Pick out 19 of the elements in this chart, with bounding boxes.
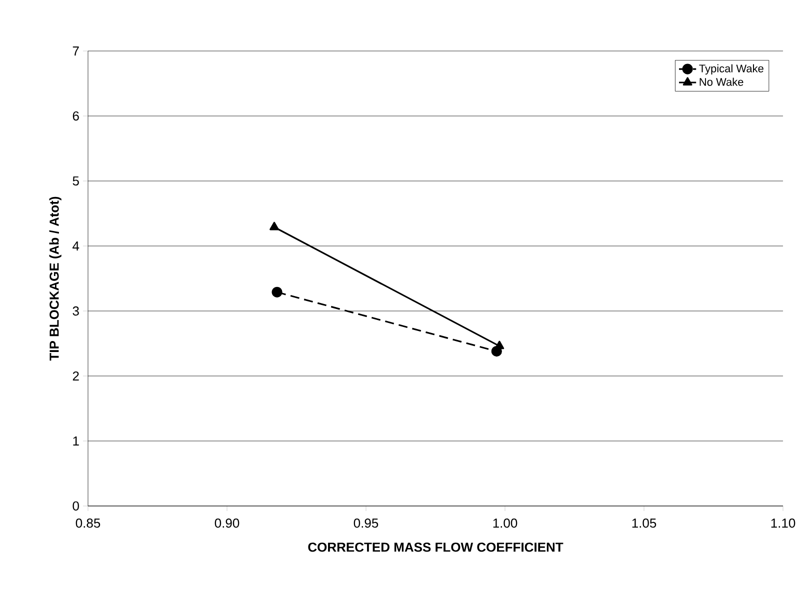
y-tick-label: 1	[73, 436, 79, 446]
x-axis-title: CORRECTED MASS FLOW COEFFICIENT	[308, 542, 564, 552]
y-tick-label: 2	[72, 371, 79, 381]
x-tick-label: 1.10	[771, 518, 796, 528]
x-tick-label: 0.90	[214, 518, 240, 528]
x-tick-label: 0.85	[76, 518, 100, 528]
point	[272, 286, 282, 298]
y-tick-label: 3	[72, 306, 79, 316]
y-tick-label: 5	[72, 176, 79, 186]
y-axis-title: TIP BLOCKAGE (Ab / Atot)	[49, 196, 62, 361]
x-tick-label: 0.95	[354, 518, 378, 528]
y-tick-label: 4	[72, 242, 80, 250]
x-tick-label: 1.00	[493, 518, 518, 528]
y-tick-label: 6	[72, 111, 79, 121]
y-tick-label: 0	[72, 501, 79, 511]
y-tick-label: 7	[72, 46, 79, 56]
legend-label: Typical Wake	[699, 64, 764, 75]
legend-label: No Wake	[700, 78, 744, 86]
x-tick-label: 1.05	[632, 518, 656, 528]
